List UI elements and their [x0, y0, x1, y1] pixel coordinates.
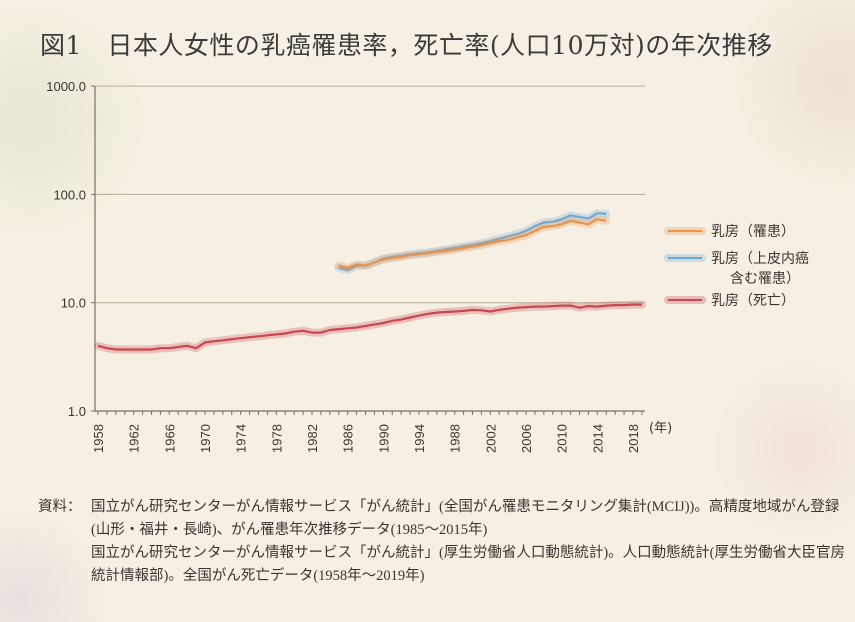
- source-line-2: 国立がん研究センターがん情報サービス「がん統計」(厚生労働省人口動態統計)。人口…: [91, 545, 845, 584]
- series-line-glow: [94, 300, 646, 354]
- legend-label: 乳房（罹患）: [711, 224, 795, 240]
- series-2: [94, 300, 646, 354]
- y-tick-label: 100.0: [53, 187, 86, 202]
- series-line: [338, 218, 607, 269]
- source-line-1: 国立がん研究センターがん情報サービス「がん統計」(全国がん罹患モニタリング集計(…: [91, 499, 840, 538]
- source-label: 資料：: [38, 499, 82, 515]
- legend-label: 乳房（死亡）: [711, 293, 795, 309]
- legend-label: 含む罹患）: [730, 271, 800, 287]
- x-tick-label: 1982: [305, 424, 320, 453]
- y-tick-label: 1.0: [68, 404, 86, 419]
- x-tick-label: 1994: [412, 424, 427, 453]
- series-0: [334, 215, 611, 272]
- x-tick-label: 1974: [234, 424, 249, 453]
- x-tick-label: 1970: [198, 424, 213, 453]
- chart-title: 図1 日本人女性の乳癌罹患率，死亡率(人口10万対)の年次推移: [40, 31, 773, 60]
- x-tick-label: 1986: [341, 424, 356, 453]
- x-tick-label: 2010: [555, 424, 570, 453]
- x-tick-label: 2006: [519, 424, 534, 453]
- x-tick-label: 1988: [448, 424, 463, 453]
- x-axis-label: (年): [649, 421, 672, 436]
- legend-label: 乳房（上皮内癌: [711, 251, 809, 267]
- x-tick-label: 1978: [269, 424, 284, 453]
- x-tick-label: 2018: [626, 424, 641, 453]
- y-tick-label: 10.0: [61, 296, 86, 311]
- x-tick-label: 1966: [162, 424, 177, 453]
- y-tick-label: 1000.0: [46, 79, 86, 94]
- series-line: [97, 303, 642, 351]
- x-tick-label: 1990: [376, 424, 391, 453]
- source-note: 資料： 国立がん研究センターがん情報サービス「がん統計」(全国がん罹患モニタリン…: [38, 496, 851, 588]
- x-tick-label: 1962: [127, 424, 142, 453]
- x-tick-label: 2002: [483, 424, 498, 453]
- x-tick-label: 1958: [91, 424, 106, 453]
- x-tick-label: 2014: [590, 424, 605, 453]
